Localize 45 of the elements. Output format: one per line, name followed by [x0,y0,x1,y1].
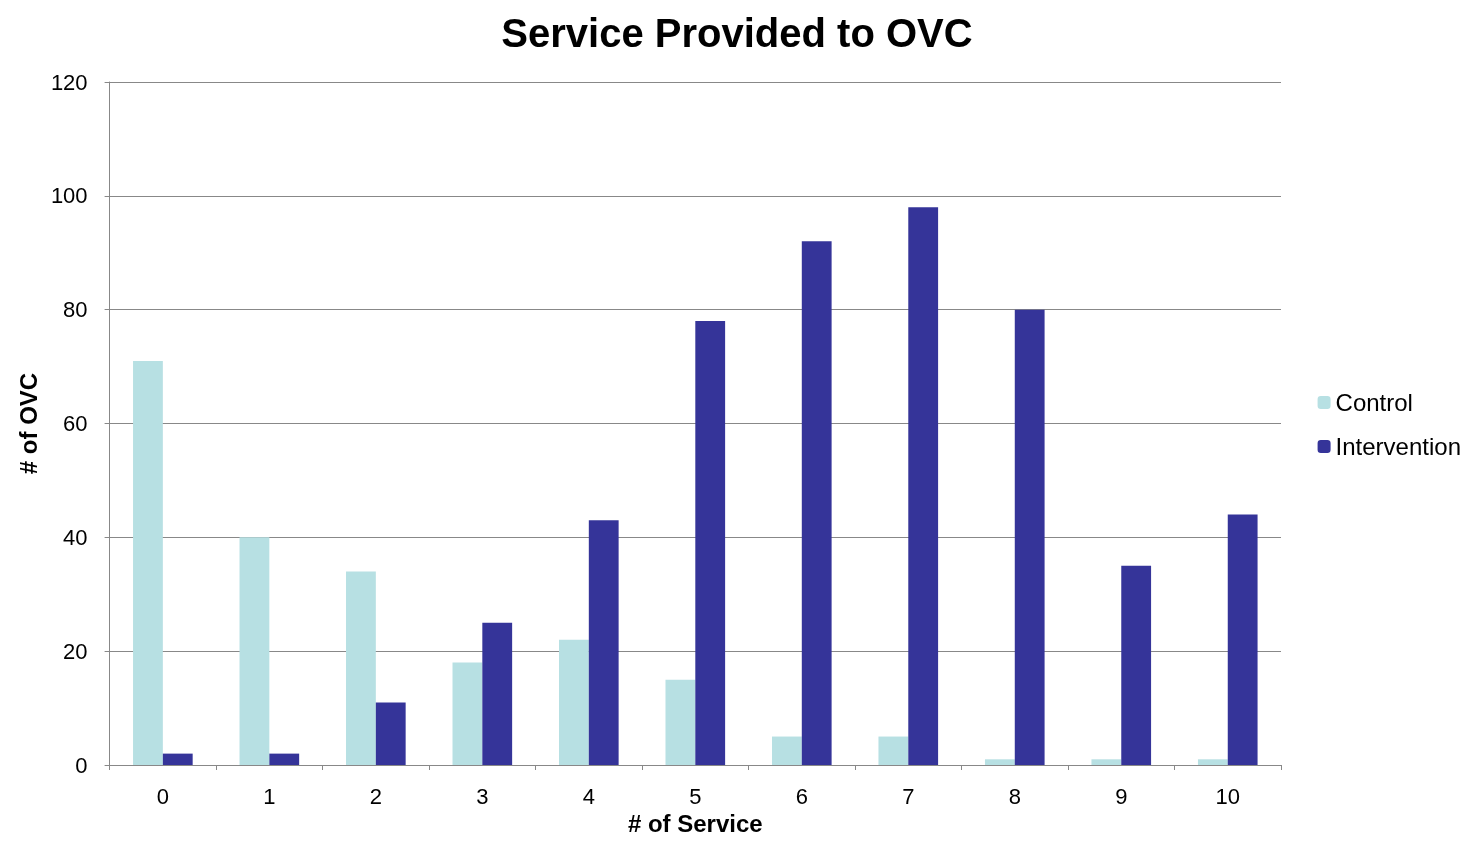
x-axis-title: # of Service [627,810,763,838]
x-tick-label: 2 [369,783,382,809]
bar [908,207,939,765]
bar [695,321,726,765]
y-tick-label: 60 [63,411,88,436]
bar [878,736,909,765]
bar [1121,565,1152,765]
x-tick-label: 8 [1008,783,1021,809]
y-tick-label: 20 [63,638,88,664]
x-tick-label: 4 [582,783,595,809]
bar [559,639,589,765]
bar [375,702,406,765]
y-tick-label: 100 [50,183,88,209]
x-tick-label: 6 [795,783,808,809]
bar [1197,759,1228,765]
x-tick-label: 9 [1115,783,1128,809]
legend-label: Intervention [1335,433,1462,460]
bar [162,753,193,765]
y-tick-label: 40 [63,524,88,550]
x-tick-label: 5 [689,783,702,809]
y-tick-label: 80 [63,297,88,323]
x-tick-label: 10 [1215,783,1240,809]
bar [269,753,300,765]
x-tick-label: 1 [263,783,276,809]
y-axis-title: # of OVC [14,372,42,475]
bar [984,759,1015,765]
bar [1091,759,1122,765]
x-tick-label: 7 [902,783,915,809]
bar [665,679,696,765]
legend-label: Control [1335,389,1413,416]
bar [452,662,483,765]
bar [133,360,163,765]
bar [771,736,802,765]
x-tick-label: 3 [476,783,489,809]
bar [588,520,619,765]
y-tick-label: 0 [75,752,88,778]
bar [239,537,270,765]
bar [482,622,513,765]
bar [801,241,832,765]
bar [346,571,376,765]
chart-title: Service Provided to OVC [501,11,973,55]
y-tick-label: 120 [50,69,88,95]
x-tick-label: 0 [156,783,169,809]
bar [1227,514,1258,765]
bar [1014,309,1045,765]
